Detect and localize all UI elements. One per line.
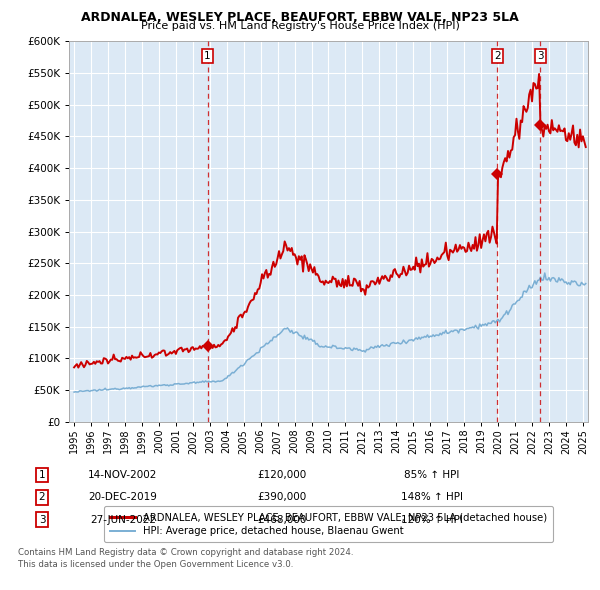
Text: 3: 3 bbox=[38, 515, 46, 525]
Text: 27-JUN-2022: 27-JUN-2022 bbox=[90, 515, 156, 525]
Text: 20-DEC-2019: 20-DEC-2019 bbox=[89, 493, 157, 502]
Text: Price paid vs. HM Land Registry's House Price Index (HPI): Price paid vs. HM Land Registry's House … bbox=[140, 21, 460, 31]
Text: £120,000: £120,000 bbox=[257, 470, 307, 480]
Text: 3: 3 bbox=[537, 51, 544, 61]
Text: 2: 2 bbox=[494, 51, 501, 61]
Text: £468,000: £468,000 bbox=[257, 515, 307, 525]
Text: £390,000: £390,000 bbox=[257, 493, 307, 502]
Text: 148% ↑ HPI: 148% ↑ HPI bbox=[401, 493, 463, 502]
Text: 85% ↑ HPI: 85% ↑ HPI bbox=[404, 470, 460, 480]
Text: Contains HM Land Registry data © Crown copyright and database right 2024.
This d: Contains HM Land Registry data © Crown c… bbox=[18, 548, 353, 569]
Text: 1: 1 bbox=[204, 51, 211, 61]
Text: ARDNALEA, WESLEY PLACE, BEAUFORT, EBBW VALE, NP23 5LA: ARDNALEA, WESLEY PLACE, BEAUFORT, EBBW V… bbox=[81, 11, 519, 24]
Text: 14-NOV-2002: 14-NOV-2002 bbox=[88, 470, 158, 480]
Text: 1: 1 bbox=[38, 470, 46, 480]
Text: 2: 2 bbox=[38, 493, 46, 502]
Text: 120% ↑ HPI: 120% ↑ HPI bbox=[401, 515, 463, 525]
Legend: ARDNALEA, WESLEY PLACE, BEAUFORT, EBBW VALE, NP23 5LA (detached house), HPI: Ave: ARDNALEA, WESLEY PLACE, BEAUFORT, EBBW V… bbox=[104, 506, 553, 542]
